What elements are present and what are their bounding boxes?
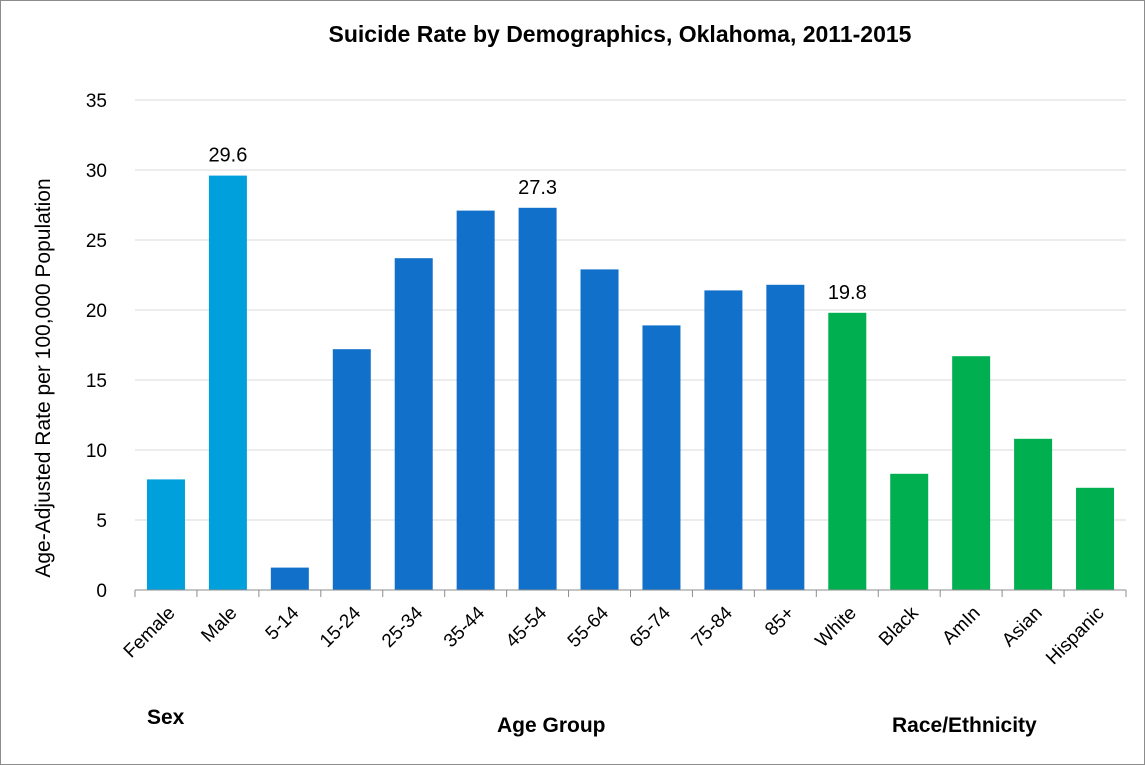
x-tick-label: AmIn <box>938 603 984 649</box>
data-label: 19.8 <box>828 282 867 304</box>
x-tick-label: 25-34 <box>378 602 428 652</box>
x-tick-label: Asian <box>998 603 1046 651</box>
data-label: 29.6 <box>208 145 247 167</box>
x-tick-label: 35-44 <box>440 602 490 652</box>
chart-title: Suicide Rate by Demographics, Oklahoma, … <box>329 21 912 47</box>
group-label-race-ethnicity: Race/Ethnicity <box>892 714 1037 737</box>
bar-85- <box>766 284 805 590</box>
group-label-age-group: Age Group <box>497 714 606 737</box>
bar-45-54 <box>518 207 557 591</box>
y-tick-label: 20 <box>86 301 107 322</box>
bars <box>146 175 1115 591</box>
bar-55-64 <box>580 269 619 590</box>
x-tick-label: 5-14 <box>262 602 304 644</box>
group-label-sex: Sex <box>147 706 185 729</box>
bar-25-34 <box>394 258 433 590</box>
bar-asian <box>1014 438 1053 590</box>
y-tick-label: 25 <box>86 231 107 252</box>
x-tick-label: 15-24 <box>316 602 366 652</box>
bar-amin <box>952 356 991 590</box>
bar-15-24 <box>332 349 371 590</box>
x-tick-marks <box>134 590 1127 597</box>
bar-hispanic <box>1076 487 1115 590</box>
bar-female <box>146 479 185 590</box>
y-tick-label: 30 <box>86 161 107 182</box>
bar-black <box>890 473 929 590</box>
x-tick-labels: Female Male 5-14 15-24 25-34 35-44 45-54 55-64 6… <box>120 602 1109 669</box>
data-label: 27.3 <box>518 177 557 199</box>
y-tick-label: 15 <box>86 371 107 392</box>
bar-35-44 <box>456 210 495 590</box>
y-tick-label: 0 <box>96 581 107 602</box>
y-tick-label: 10 <box>86 441 107 462</box>
data-labels: 29.6 27.3 19.8 <box>208 145 866 304</box>
bar-male <box>208 175 247 590</box>
x-tick-label: 85+ <box>761 603 799 641</box>
x-tick-label: White <box>812 603 861 652</box>
x-tick-label: 65-74 <box>626 602 676 652</box>
x-tick-label: Male <box>197 603 241 647</box>
x-tick-label: Hispanic <box>1042 603 1108 669</box>
bar-white <box>828 312 867 590</box>
y-tick-labels: 0 5 10 15 20 25 30 35 <box>86 91 107 602</box>
y-axis-label: Age-Adjusted Rate per 100,000 Population <box>32 178 55 577</box>
bar-75-84 <box>704 290 743 590</box>
x-tick-label: 75-84 <box>688 602 738 652</box>
y-tick-label: 5 <box>96 511 107 532</box>
x-tick-label: Black <box>875 602 923 650</box>
bar-65-74 <box>642 325 681 590</box>
x-tick-label: Female <box>120 603 180 663</box>
bar-5-14 <box>270 567 309 590</box>
x-tick-label: 45-54 <box>502 602 552 652</box>
y-tick-label: 35 <box>86 91 107 112</box>
x-tick-label: 55-64 <box>564 602 614 652</box>
